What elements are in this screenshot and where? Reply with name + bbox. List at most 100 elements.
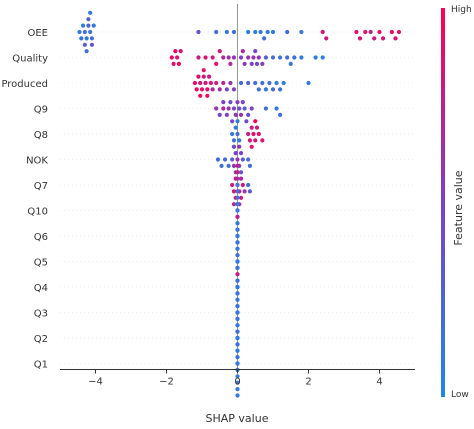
shap-point xyxy=(235,157,240,162)
shap-point xyxy=(233,125,238,130)
shap-point xyxy=(247,189,253,194)
shap-point xyxy=(262,36,267,41)
shap-point xyxy=(178,49,183,54)
shap-point xyxy=(278,55,283,60)
shap-point xyxy=(230,157,235,162)
shap-point xyxy=(86,17,91,22)
shap-point xyxy=(84,36,89,41)
shap-point xyxy=(208,80,213,86)
shap-point xyxy=(251,55,256,60)
shap-point xyxy=(246,157,251,162)
shap-point xyxy=(215,157,221,162)
shap-point xyxy=(235,208,240,213)
shap-point xyxy=(228,80,233,86)
shap-point xyxy=(238,55,244,60)
shap-point xyxy=(256,87,261,92)
colorbar-low-label: Low xyxy=(451,390,469,400)
shap-point xyxy=(263,87,268,92)
shap-point xyxy=(237,144,242,149)
shap-point xyxy=(260,61,265,66)
shap-point xyxy=(88,29,93,35)
shap-point xyxy=(235,195,240,200)
colorbar-gradient xyxy=(441,8,445,397)
feature-label: Q3 xyxy=(34,309,48,320)
shap-point xyxy=(196,29,201,35)
shap-point xyxy=(237,106,242,111)
shap-point xyxy=(230,131,235,137)
shap-point xyxy=(235,335,240,340)
shap-point xyxy=(210,87,215,92)
shap-point xyxy=(194,87,199,92)
shap-point xyxy=(226,55,231,60)
shap-point xyxy=(313,55,318,60)
shap-point xyxy=(253,29,258,35)
shap-point xyxy=(263,106,268,111)
shap-point xyxy=(246,131,251,137)
shap-point xyxy=(380,36,386,41)
shap-point xyxy=(238,80,244,86)
shap-point xyxy=(79,36,84,41)
shap-point xyxy=(219,163,224,168)
feature-label: Quality xyxy=(12,54,48,65)
shap-point xyxy=(238,112,244,117)
x-tick-label: −2 xyxy=(159,377,174,388)
shap-point xyxy=(235,163,240,168)
shap-point xyxy=(235,342,240,347)
shap-point xyxy=(240,49,245,54)
feature-label: Q10 xyxy=(27,207,48,218)
shap-point xyxy=(226,163,231,168)
shap-point xyxy=(235,310,240,315)
shap-point xyxy=(274,80,279,86)
shap-point xyxy=(235,284,240,289)
shap-point xyxy=(246,182,251,188)
shap-point xyxy=(242,61,247,66)
shap-point xyxy=(235,227,240,232)
x-tick-label: 4 xyxy=(376,377,382,388)
shap-point xyxy=(235,297,240,302)
shap-point xyxy=(231,144,237,149)
shap-point xyxy=(207,74,212,79)
shap-point xyxy=(278,112,283,117)
shap-point xyxy=(235,348,240,353)
shap-point xyxy=(240,157,245,162)
shap-point xyxy=(196,74,201,79)
shap-point xyxy=(235,272,240,277)
shap-point xyxy=(230,182,235,188)
shap-point xyxy=(240,182,245,188)
shap-point xyxy=(205,87,210,92)
shap-point xyxy=(235,100,240,105)
shap-point xyxy=(235,380,240,385)
feature-label: Q9 xyxy=(34,105,48,116)
shap-point xyxy=(198,93,203,98)
shap-point xyxy=(89,36,95,41)
shap-point xyxy=(354,29,359,35)
shap-point xyxy=(254,125,260,130)
shap-point xyxy=(221,55,226,60)
shap-point xyxy=(235,387,240,392)
shap-point xyxy=(214,106,219,111)
shap-point xyxy=(299,29,304,35)
shap-point xyxy=(235,170,240,175)
shap-point xyxy=(86,23,91,28)
shap-point xyxy=(214,29,219,35)
shap-point xyxy=(203,55,208,60)
shap-point xyxy=(235,202,240,207)
shap-point xyxy=(320,29,325,35)
shap-point xyxy=(228,100,233,105)
shap-point xyxy=(221,80,226,86)
shap-point xyxy=(82,29,87,35)
shap-point xyxy=(254,61,260,66)
shap-point xyxy=(205,93,210,98)
x-axis: −4 −2 0 2 4 xyxy=(60,369,415,388)
shap-point xyxy=(235,304,240,309)
shap-point xyxy=(231,189,237,194)
shap-point xyxy=(230,119,235,124)
shap-point xyxy=(253,138,258,143)
shap-point xyxy=(214,80,219,86)
shap-point xyxy=(224,87,229,92)
shap-point xyxy=(235,189,240,194)
shap-point xyxy=(228,61,233,66)
shap-point xyxy=(196,55,201,60)
shap-point xyxy=(171,61,176,66)
